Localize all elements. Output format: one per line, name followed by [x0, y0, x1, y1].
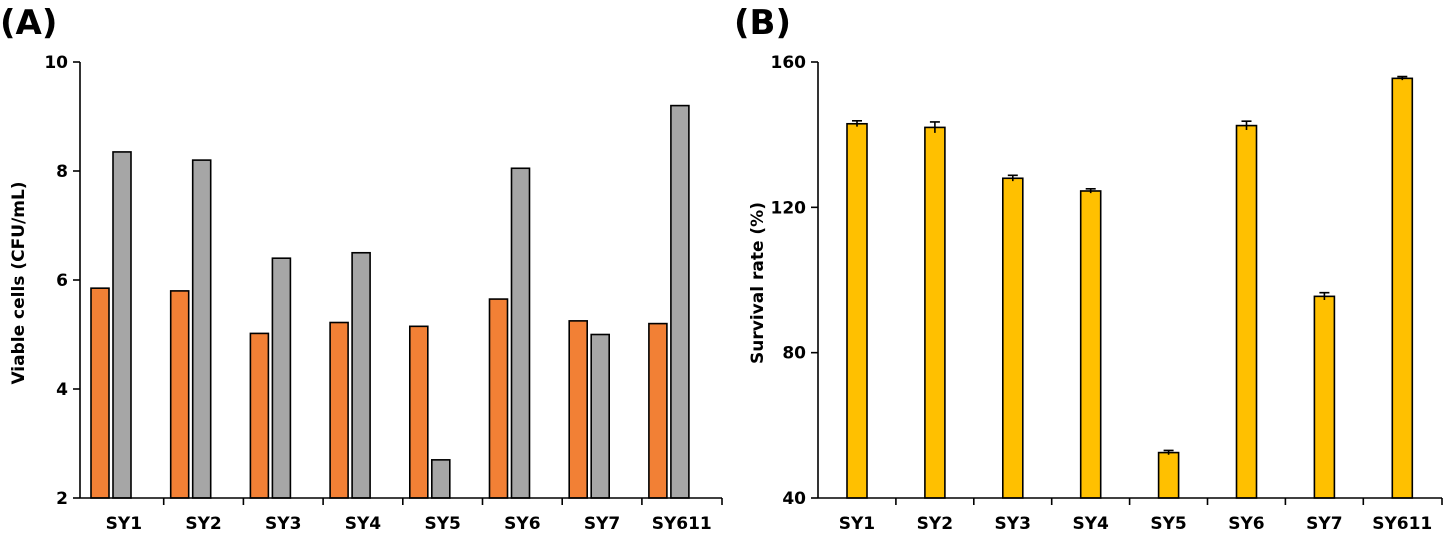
- bar-b-survival-sy5: [1157, 451, 1180, 499]
- y-tick-label-a-3: 8: [56, 162, 68, 182]
- bar-b-survival-sy1: [846, 122, 868, 499]
- y-axis-title-b: Survival rate (%): [748, 202, 768, 364]
- bars-b: [846, 75, 1414, 499]
- bar-b-survival-sy7: [1313, 295, 1336, 499]
- x-tick-labels-a: SY1 SY2 SY3 SY4 SY5 SY6 SY7 SY611: [106, 498, 723, 534]
- error-bar-sy2: [929, 121, 940, 133]
- bar-a-series-2-sy3: [271, 257, 292, 499]
- y-tick-label-b-0: 40: [782, 489, 806, 509]
- x-tick-labels-b: SY1 SY2 SY3 SY4 SY5 SY6 SY7 SY611: [839, 498, 1443, 534]
- x-tick-label-a-1: SY2: [185, 514, 221, 534]
- y-tick-label-a-4: 10: [44, 53, 68, 73]
- bar-a-series-2-sy2: [191, 159, 212, 499]
- bar-a-series-2-sy611: [670, 104, 690, 499]
- error-bar-sy611: [1397, 75, 1408, 81]
- bar-a-series-2-sy6: [510, 167, 531, 499]
- bars-a: [90, 104, 690, 499]
- x-tick-label-b-5: SY6: [1228, 514, 1264, 534]
- x-tick-label-a-7: SY611: [652, 514, 712, 534]
- y-tick-label-a-2: 6: [56, 271, 68, 291]
- bar-a-series-2-sy5: [430, 459, 451, 499]
- x-tick-label-a-6: SY7: [584, 514, 620, 534]
- bar-a-series-1-sy611: [648, 322, 668, 499]
- x-tick-label-a-2: SY3: [265, 514, 301, 534]
- bar-a-series-1-sy5: [408, 325, 429, 499]
- error-bar-sy1: [852, 120, 862, 127]
- x-tick-label-b-6: SY7: [1306, 514, 1342, 534]
- bar-a-series-1-sy1: [90, 287, 110, 499]
- x-tick-label-b-0: SY1: [839, 514, 875, 534]
- x-tick-label-a-5: SY6: [504, 514, 540, 534]
- bar-a-series-1-sy4: [329, 321, 349, 499]
- bar-a-series-1-sy3: [249, 332, 270, 499]
- error-bar-sy5: [1163, 449, 1174, 455]
- error-bar-sy3: [1007, 174, 1018, 182]
- panel-label-a: (A): [0, 3, 57, 43]
- bar-a-series-1-sy7: [568, 320, 589, 499]
- x-tick-label-a-0: SY1: [106, 514, 142, 534]
- y-tick-label-b-3: 160: [771, 53, 807, 73]
- bar-a-series-2-sy7: [590, 333, 611, 499]
- y-tick-label-b-1: 80: [782, 344, 806, 364]
- y-axis-title-a: Viable cells (CFU/mL): [9, 181, 29, 384]
- panel-label-b: (B): [734, 3, 791, 43]
- y-tick-label-a-1: 4: [56, 380, 68, 400]
- bar-a-series-2-sy1: [112, 151, 132, 499]
- y-tick-label-a-0: 2: [56, 489, 68, 509]
- bar-b-survival-sy611: [1391, 77, 1414, 499]
- x-tick-label-a-4: SY5: [424, 514, 460, 534]
- y-ticks-b: 40 80 120 160: [771, 53, 818, 509]
- y-tick-label-b-2: 120: [771, 198, 807, 218]
- x-tick-label-a-3: SY4: [345, 514, 382, 534]
- x-tick-label-b-3: SY4: [1072, 514, 1109, 534]
- y-ticks-a: 2 4 6 8 10: [44, 53, 80, 509]
- x-tick-label-b-2: SY3: [995, 514, 1031, 534]
- bar-a-series-2-sy4: [351, 251, 371, 499]
- bar-b-survival-sy3: [1001, 177, 1024, 499]
- error-bar-sy4: [1085, 188, 1096, 194]
- bar-a-series-1-sy6: [488, 298, 509, 499]
- bar-a-series-1-sy2: [169, 290, 190, 499]
- x-tick-label-b-1: SY2: [917, 514, 953, 534]
- error-bar-sy6: [1241, 120, 1252, 130]
- x-tick-label-b-7: SY611: [1372, 514, 1432, 534]
- bar-b-survival-sy2: [924, 126, 946, 499]
- bar-b-survival-sy6: [1235, 124, 1258, 499]
- error-bar-sy7: [1319, 291, 1330, 300]
- bar-b-survival-sy4: [1079, 190, 1102, 499]
- x-tick-label-b-4: SY5: [1150, 514, 1186, 534]
